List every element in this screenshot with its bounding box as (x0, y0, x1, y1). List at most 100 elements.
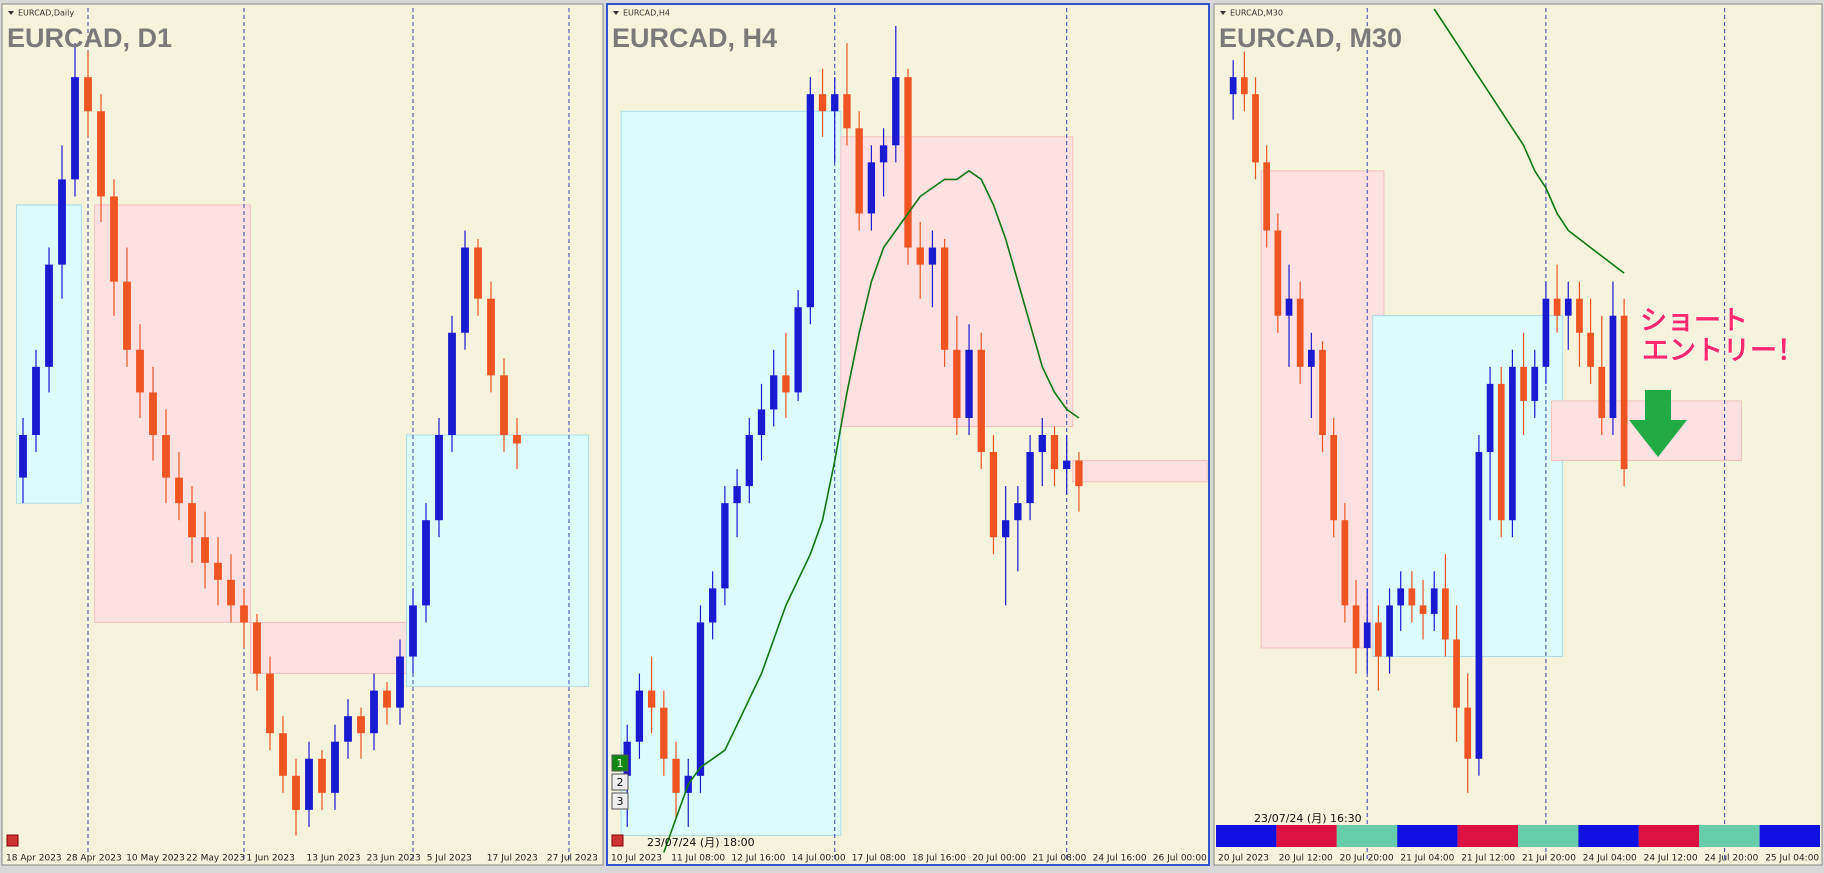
candle-body (1475, 452, 1483, 759)
candle-body (1564, 298, 1572, 316)
candle-body (1542, 298, 1550, 367)
candle-body (474, 247, 482, 299)
candle-body (1274, 230, 1282, 316)
dropdown-icon[interactable] (1220, 11, 1226, 15)
close-button[interactable] (6, 834, 19, 847)
candle-body (71, 77, 79, 180)
x-tick-label: 24 Jul 04:00 (1583, 854, 1637, 864)
candle-body (201, 537, 209, 563)
candle-body (1531, 366, 1539, 401)
candle-body (149, 392, 157, 435)
x-tick-label: 18 Jul 16:00 (912, 854, 966, 864)
candle-body (1063, 460, 1071, 470)
candle-body (928, 247, 937, 265)
candle-body (867, 162, 876, 214)
candle-body (647, 690, 656, 708)
candle-body (989, 452, 998, 538)
candle-body (97, 111, 105, 197)
candle-body (709, 588, 717, 623)
candle-body (1330, 435, 1338, 521)
zone (1072, 460, 1208, 483)
x-tick-label: 23 Jun 2023 (367, 854, 421, 864)
candle-body (1620, 315, 1628, 470)
candle-body (331, 741, 339, 793)
candle-body (843, 94, 851, 129)
candle-body (240, 605, 248, 623)
panel-title: EURCAD, D1 (7, 23, 172, 53)
candle-body (1352, 605, 1360, 648)
candle-body (32, 366, 40, 435)
candle-body (370, 690, 378, 734)
candle-body (831, 94, 839, 112)
session-bar (1518, 825, 1579, 847)
panel-label: EURCAD,M30 (1230, 9, 1283, 18)
candle-body (879, 145, 888, 163)
candle-body (253, 622, 261, 674)
x-tick-label: 20 Jul 20:00 (1340, 854, 1394, 864)
chart-panel: EURCAD,H4 EURCAD, H4 10 Jul 2023 11 Jul 08:… (606, 3, 1210, 866)
chart-panel: EURCAD,Daily EURCAD, D1 18 Apr 2023 28 Apr … (1, 3, 604, 866)
session-bar (1638, 825, 1700, 847)
dropdown-icon[interactable] (8, 11, 14, 15)
panels: EURCAD,Daily EURCAD, D1 18 Apr 2023 28 Apr … (1, 3, 1823, 866)
x-tick-label: 18 Apr 2023 (6, 854, 62, 864)
level-button-label: 2 (617, 776, 624, 789)
annotation: エントリー！ (1642, 336, 1804, 367)
x-tick-label: 21 Jul 12:00 (1461, 854, 1515, 864)
candle-body (1308, 349, 1315, 367)
candle-body (305, 758, 313, 810)
candle-body (19, 435, 27, 478)
candle-body (383, 690, 391, 708)
candle-body (1397, 588, 1405, 606)
candle-body (916, 247, 924, 265)
candle-body (745, 435, 753, 487)
candle-body (696, 622, 705, 776)
candle-body (1014, 503, 1022, 521)
x-tick-label: 21 Jul 20:00 (1522, 854, 1576, 864)
candle-body (344, 716, 352, 742)
level-button-label: 3 (617, 795, 624, 808)
x-tick-label: 17 Jul 2023 (487, 854, 538, 864)
zone (1372, 315, 1564, 657)
candle-body (977, 349, 985, 453)
candle-body (1229, 77, 1237, 95)
session-bar (1276, 825, 1337, 847)
candle-body (1486, 383, 1494, 453)
moving-average (663, 169, 1080, 853)
candle-body (162, 435, 170, 478)
candle-body (794, 307, 802, 393)
x-tick-label: 20 Jul 12:00 (1279, 854, 1333, 864)
candle-body (782, 375, 790, 393)
candle-body (45, 264, 53, 367)
x-tick-label: 17 Jul 08:00 (852, 854, 906, 864)
x-tick-label: 11 Jul 08:00 (671, 854, 725, 864)
x-tick-label: 27 Jul 2023 (547, 854, 598, 864)
candle-body (487, 298, 495, 376)
candle-body (58, 179, 66, 265)
candle-body (1509, 366, 1516, 521)
level-button[interactable] (611, 773, 629, 791)
candle-body (818, 94, 827, 112)
candle-body (136, 349, 144, 393)
candle-body (1497, 383, 1505, 521)
close-button[interactable] (611, 834, 624, 847)
candle-body (1252, 94, 1259, 163)
level-button[interactable] (611, 754, 629, 772)
x-tick-label: 10 May 2023 (126, 854, 185, 864)
level-button[interactable] (611, 792, 629, 810)
candle-body (513, 435, 521, 444)
candle-body (1240, 77, 1248, 95)
candle-body (1341, 520, 1349, 606)
session-bar (1699, 825, 1760, 847)
zone (620, 110, 842, 836)
x-tick-label: 10 Jul 2023 (611, 854, 662, 864)
candle-body (175, 477, 183, 504)
dropdown-icon[interactable] (613, 11, 619, 15)
candle-body (1609, 315, 1617, 418)
candle-body (448, 332, 456, 435)
candle-body (188, 503, 196, 538)
session-bar (1759, 825, 1820, 847)
panel-label: EURCAD,Daily (18, 9, 74, 18)
candle-body (84, 77, 92, 112)
candle-body (1075, 460, 1083, 487)
